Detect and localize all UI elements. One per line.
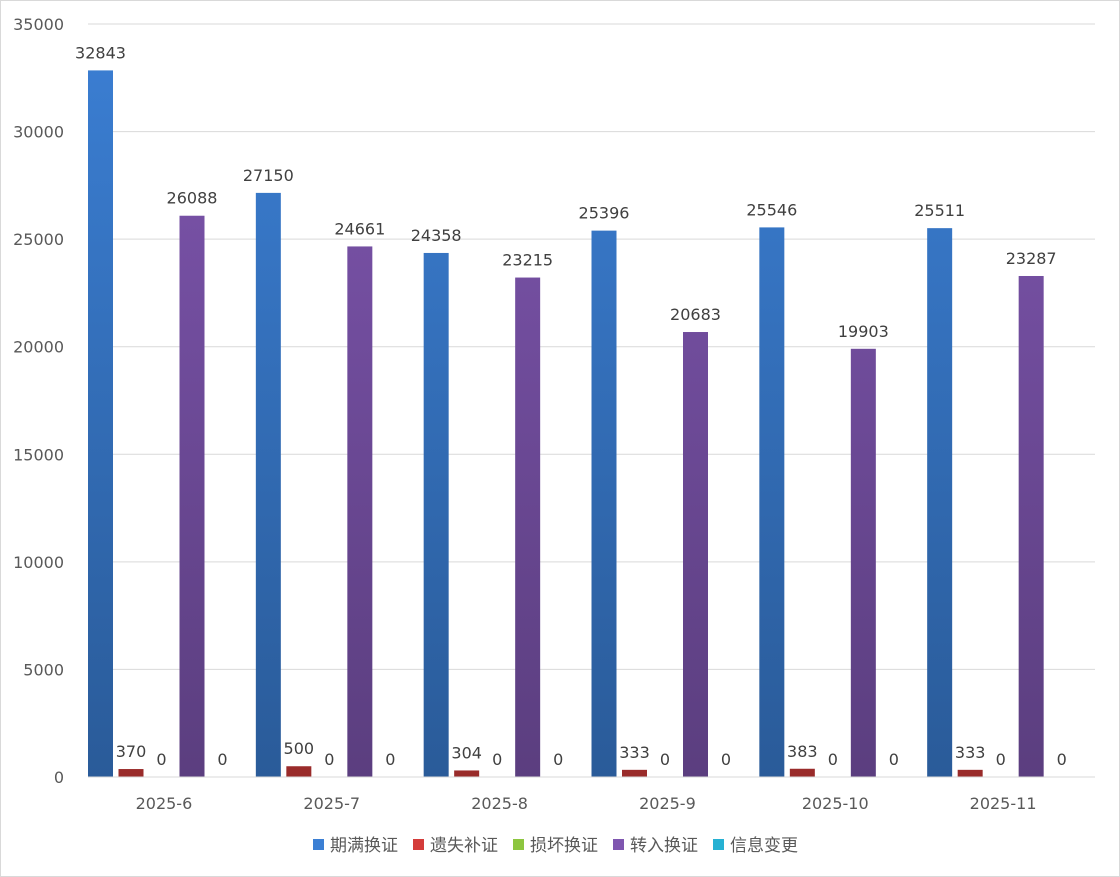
legend-item: 信息变更	[713, 836, 798, 856]
data-label: 25511	[914, 201, 965, 220]
legend-item: 损坏换证	[513, 836, 598, 856]
data-label: 0	[553, 750, 563, 769]
data-label: 0	[660, 750, 670, 769]
legend-item: 转入换证	[613, 836, 698, 856]
data-label: 0	[324, 750, 334, 769]
data-label: 32843	[75, 43, 126, 62]
bar	[759, 227, 785, 777]
data-label: 0	[828, 750, 838, 769]
bar	[927, 228, 953, 778]
data-label: 333	[955, 743, 986, 762]
bar	[454, 770, 480, 777]
legend-label: 转入换证	[630, 836, 698, 856]
bar	[850, 348, 876, 777]
data-label: 500	[284, 739, 315, 758]
y-tick-label: 15000	[13, 445, 64, 464]
data-label: 333	[619, 743, 650, 762]
bar	[789, 768, 815, 777]
legend-label: 遗失补证	[430, 836, 498, 856]
y-axis: 0 5000 10000 15000 20000 25000 30000 35000	[13, 15, 64, 787]
data-label: 19903	[838, 322, 889, 341]
x-tick-label: 2025-9	[639, 794, 696, 813]
x-axis: 2025-6 2025-7 2025-8 2025-9 2025-10 2025-11	[88, 776, 1095, 813]
bar	[179, 215, 205, 777]
data-label: 25396	[579, 204, 630, 223]
data-label: 0	[1057, 750, 1067, 769]
data-label: 0	[385, 750, 395, 769]
data-label: 0	[721, 750, 731, 769]
data-label: 383	[787, 742, 818, 761]
y-tick-label: 5000	[23, 660, 64, 679]
data-label: 23287	[1006, 249, 1057, 268]
legend-swatch	[413, 839, 424, 850]
bar	[423, 252, 449, 778]
y-tick-label: 20000	[13, 338, 64, 357]
data-label: 20683	[670, 305, 721, 324]
y-tick-label: 30000	[13, 123, 64, 142]
y-tick-label: 10000	[13, 553, 64, 572]
bar	[957, 769, 983, 777]
bar	[622, 769, 647, 777]
y-tick-label: 25000	[13, 230, 64, 249]
bar	[591, 230, 617, 778]
legend-label: 信息变更	[730, 836, 798, 856]
bar	[286, 766, 312, 777]
y-tick-label: 0	[54, 768, 64, 787]
data-label: 0	[217, 750, 227, 769]
data-label: 24358	[411, 226, 462, 245]
bar	[255, 192, 281, 777]
data-label: 23215	[502, 251, 553, 270]
legend-item: 遗失补证	[413, 836, 498, 856]
bar	[118, 769, 144, 777]
data-label: 25546	[746, 200, 797, 219]
bar	[1018, 275, 1044, 777]
bar	[683, 332, 708, 777]
data-label: 370	[116, 742, 147, 761]
legend-item: 期满换证	[313, 836, 398, 856]
legend-swatch	[613, 839, 624, 850]
legend-swatch	[313, 839, 324, 850]
bar	[515, 277, 541, 777]
data-label: 27150	[243, 166, 294, 185]
data-label: 304	[451, 743, 482, 762]
data-label: 26088	[167, 189, 218, 208]
bar	[88, 70, 113, 777]
data-label: 0	[996, 750, 1006, 769]
legend-label: 期满换证	[330, 836, 398, 856]
bars	[88, 70, 1044, 778]
legend: 期满换证 遗失补证 损坏换证 转入换证 信息变更	[313, 836, 798, 856]
legend-swatch	[513, 839, 524, 850]
legend-label: 损坏换证	[530, 836, 598, 856]
y-tick-label: 35000	[13, 15, 64, 34]
data-label: 24661	[334, 219, 385, 238]
data-label: 0	[156, 750, 166, 769]
x-tick-label: 2025-7	[303, 794, 360, 813]
x-tick-label: 2025-10	[802, 794, 869, 813]
x-tick-label: 2025-6	[136, 794, 193, 813]
data-label: 0	[889, 750, 899, 769]
x-tick-label: 2025-11	[970, 794, 1037, 813]
x-tick-label: 2025-8	[471, 794, 528, 813]
legend-swatch	[713, 839, 724, 850]
data-label: 0	[492, 750, 502, 769]
data-labels: 32843 370 0 26088 0 27150 500 0 24661 0 24358 304 0 2…	[75, 43, 1067, 769]
bar	[347, 246, 373, 777]
